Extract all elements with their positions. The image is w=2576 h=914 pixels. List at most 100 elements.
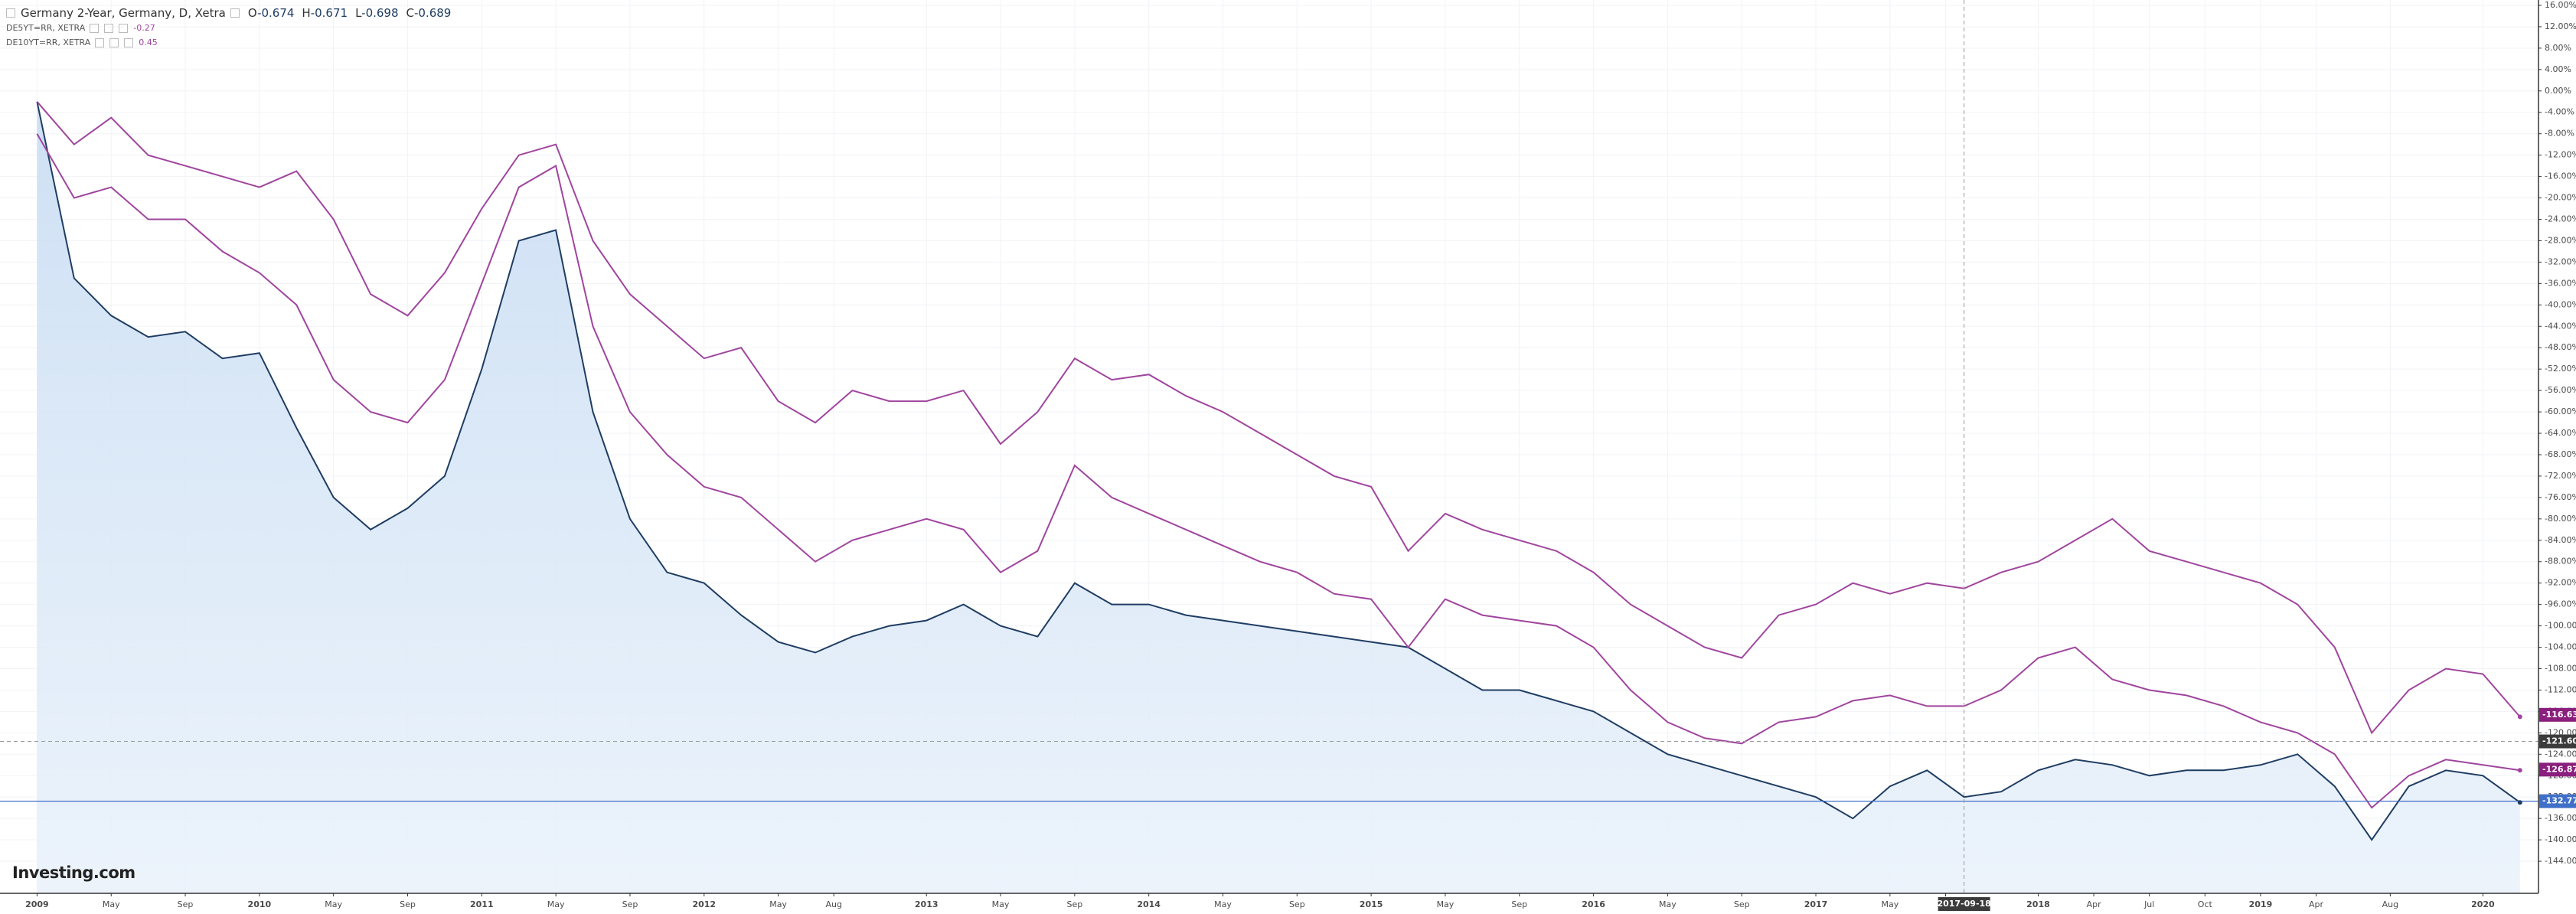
x-tick-label: 2020 [2471,899,2495,909]
legend: Germany 2-Year, Germany, D, Xetra O-0.67… [6,5,451,50]
y-tick-label: -64.00% [2545,428,2576,438]
ohlc-item: L-0.698 [352,6,398,20]
x-tick-label: Sep [1289,899,1305,909]
area-fill [37,101,2520,893]
legend-entry: DE10YT=RR, XETRA 0.45 [6,35,451,50]
y-tick-label: -4.00% [2545,107,2574,117]
x-tick-label: Aug [825,899,841,909]
legend-value: 0.45 [139,38,158,47]
x-tick-label: 2012 [692,899,716,909]
last-point [2517,714,2522,720]
legend-icon[interactable] [119,23,129,33]
y-tick-label: -76.00% [2545,492,2576,502]
x-tick-label: 2018 [2026,899,2050,909]
legend-icon[interactable] [124,38,134,47]
price-tag [2539,734,2576,749]
x-tick-label: 2014 [1137,899,1161,909]
x-tick-label: Aug [2382,899,2398,909]
legend-value: -0.27 [133,23,155,33]
y-tick-label: -8.00% [2545,129,2574,139]
y-tick-label: -52.00% [2545,364,2576,374]
y-tick-label: -32.00% [2545,256,2576,266]
x-tick-label: 2011 [470,899,494,909]
legend-entry: DE5YT=RR, XETRA -0.27 [6,21,451,35]
y-tick-label: -108.00% [2545,664,2576,674]
price-tag [2539,794,2576,808]
ohlc-label: C [406,5,414,20]
x-tick-label: Sep [1066,899,1082,909]
y-tick-label: -40.00% [2545,299,2576,309]
y-tick-label: -60.00% [2545,406,2576,416]
y-tick-label: 0.00% [2545,86,2571,96]
legend-label: DE10YT=RR, XETRA [6,38,91,47]
price-tag [2539,707,2576,722]
y-tick-label: -16.00% [2545,171,2576,181]
y-tick-label: -36.00% [2545,278,2576,288]
ohlc-item: C-0.689 [403,6,452,20]
x-tick-label: 2015 [1360,899,1383,909]
x-tick-label: May [325,899,342,909]
x-tick-label: May [103,899,120,909]
ohlc-value: -0.689 [414,5,452,20]
legend-main: Germany 2-Year, Germany, D, Xetra O-0.67… [6,5,451,21]
ohlc-item: O-0.674 [245,6,295,20]
x-tick-label: May [547,899,565,909]
price-tag [2539,762,2576,777]
y-tick-label: -48.00% [2545,342,2576,352]
y-tick-label: -12.00% [2545,150,2576,160]
legend-icon[interactable] [90,23,100,33]
x-tick-label: May [992,899,1010,909]
axis-background [2538,0,2576,914]
x-tick-label: May [1881,899,1899,909]
x-tick-label: May [1214,899,1232,909]
x-tick-label: Oct [2198,899,2213,909]
x-tick-label: Sep [1511,899,1527,909]
price-tag-label: -116.63% [2542,710,2576,720]
ohlc-label: H [302,5,311,20]
x-tick-label: Apr [2087,899,2102,909]
y-tick-label: -112.00% [2545,684,2576,694]
series-line [36,101,2521,841]
x-tick-label: Sep [622,899,638,909]
y-tick-label: -96.00% [2545,599,2576,609]
watermark: Investing.com [12,863,135,882]
ohlc-label: O [247,5,258,20]
legend-icon[interactable] [109,38,119,47]
x-tick-label: May [769,899,787,909]
x-tick-label: 2010 [248,899,272,909]
last-point [2517,768,2522,773]
ohlc-value: -0.698 [361,5,399,20]
y-tick-label: 12.00% [2545,21,2576,31]
y-tick-label: -84.00% [2545,535,2576,545]
y-tick-label: -92.00% [2545,578,2576,588]
legend-icon[interactable] [104,23,114,33]
x-tick-label: Sep [1734,899,1750,909]
y-tick-label: 16.00% [2545,0,2576,10]
y-tick-label: 4.00% [2545,64,2571,74]
y-tick-label: -88.00% [2545,557,2576,566]
y-tick-label: -140.00% [2545,834,2576,844]
legend-title: Germany 2-Year, Germany, D, Xetra [21,5,226,20]
series-line [36,101,2521,735]
legend-icon[interactable] [95,38,105,47]
y-tick-label: -68.00% [2545,449,2576,459]
y-tick-label: -80.00% [2545,514,2576,524]
y-tick-label: -144.00% [2545,856,2576,866]
y-tick-label: -104.00% [2545,642,2576,652]
price-tag-label: -121.60% [2542,736,2576,746]
crosshair-x-label: 2017-09-18 [1937,899,1990,909]
x-tick-label: Sep [400,899,416,909]
legend-icon[interactable] [6,8,15,18]
y-tick-label: 8.00% [2545,43,2571,53]
ohlc-label: L [355,5,362,20]
x-tick-label: Sep [178,899,194,909]
y-tick-label: -20.00% [2545,193,2576,203]
y-tick-label: -56.00% [2545,385,2576,395]
legend-icon[interactable] [230,8,240,18]
crosshair-x-tag [1938,897,1990,911]
x-tick-label: Jul [2143,899,2154,909]
last-point [2517,800,2522,805]
x-tick-label: 2017 [1804,899,1828,909]
